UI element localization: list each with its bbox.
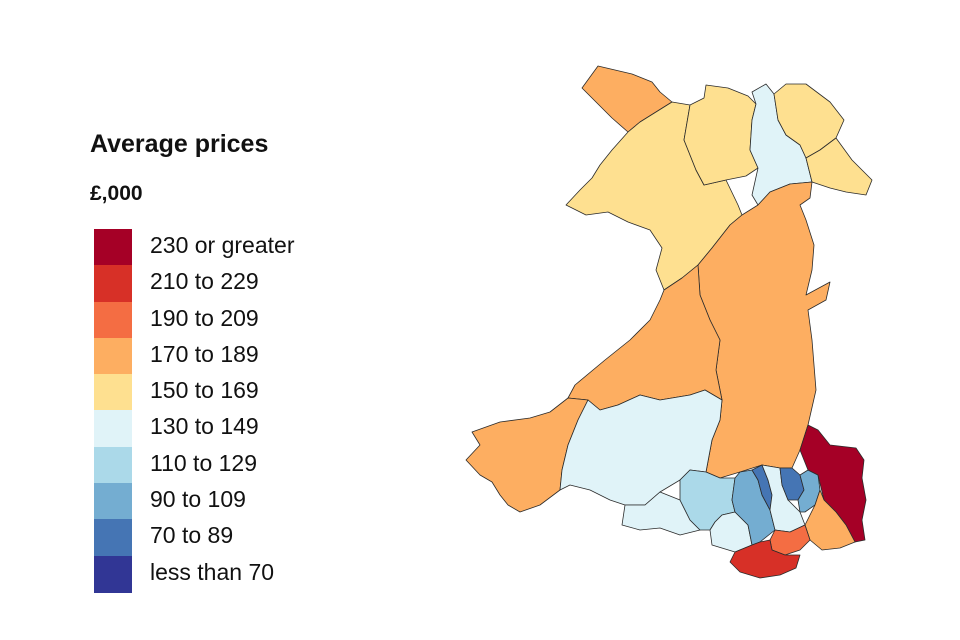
legend-swatch [94, 410, 132, 448]
legend-label: 230 or greater [150, 232, 295, 258]
legend-swatch [94, 555, 132, 593]
legend-label: 90 to 109 [150, 486, 246, 513]
legend-label: 190 to 209 [150, 304, 259, 331]
region-wrexham [805, 137, 873, 196]
legend-label: 210 to 229 [150, 268, 259, 295]
region-vale-of-glamorgan [729, 539, 801, 579]
legend-subtitle: £,000 [90, 182, 143, 205]
legend-swatch [94, 337, 132, 375]
legend-label: 70 to 89 [150, 522, 234, 549]
legend-swatch [94, 446, 132, 484]
region-ceredigion [567, 264, 723, 411]
region-newport [804, 489, 856, 551]
legend-title: Average prices [90, 130, 269, 158]
legend-swatch [94, 229, 132, 266]
legend-swatch [94, 483, 132, 521]
legend-label: less than 70 [150, 558, 275, 585]
legend-label: 130 to 149 [150, 413, 259, 440]
wales-map [465, 65, 873, 579]
legend-swatch [94, 374, 132, 412]
legend-label: 110 to 129 [150, 449, 258, 476]
legend-swatch [94, 301, 132, 339]
legend-label: 150 to 169 [150, 377, 259, 404]
legend-label: 170 to 189 [150, 340, 259, 367]
legend-swatch [94, 519, 132, 557]
legend-swatch [94, 265, 132, 303]
